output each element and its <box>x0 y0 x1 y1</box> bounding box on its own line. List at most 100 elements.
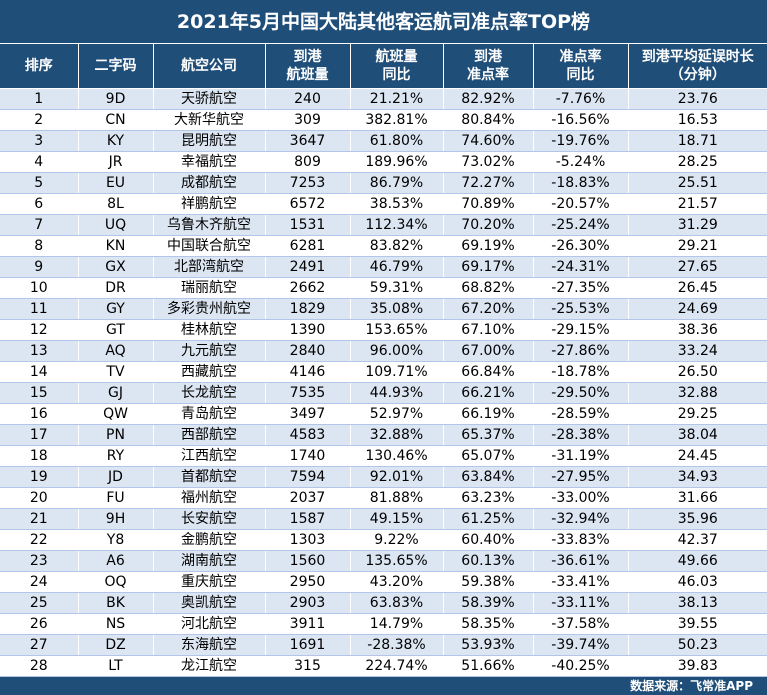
ontime-yoy-cell: -27.95% <box>533 466 629 488</box>
ontime-rate-cell: 69.19% <box>443 235 534 257</box>
arrivals-yoy-cell: 49.15% <box>350 508 444 530</box>
rank-cell: 24 <box>0 571 79 593</box>
ontime-yoy-cell: -5.24% <box>533 151 629 173</box>
code-cell: GJ <box>78 382 154 404</box>
arrivals-yoy-cell: 109.71% <box>350 361 444 383</box>
ontime-rate-cell: 68.82% <box>443 277 534 299</box>
code-cell: RY <box>78 445 154 467</box>
arrivals-yoy-cell: 135.65% <box>350 550 444 572</box>
ontime-yoy-cell: -18.83% <box>533 172 629 194</box>
airline-cell: 天骄航空 <box>153 88 266 110</box>
avg-delay-cell: 23.76 <box>628 88 767 110</box>
ontime-yoy-cell: -20.57% <box>533 193 629 215</box>
table-row: 6 8L 祥鹏航空 6572 38.53% 70.89% -20.57% 21.57 <box>0 193 767 215</box>
airline-cell: 中国联合航空 <box>153 235 266 257</box>
arrivals-cell: 309 <box>265 109 351 131</box>
table-row: 4 JR 幸福航空 809 189.96% 73.02% -5.24% 28.25 <box>0 151 767 173</box>
arrivals-yoy-cell: 35.08% <box>350 298 444 320</box>
ontime-rate-cell: 58.35% <box>443 613 534 635</box>
ontime-rate-cell: 59.38% <box>443 571 534 593</box>
avg-delay-cell: 25.51 <box>628 172 767 194</box>
ontime-rate-cell: 51.66% <box>443 655 534 677</box>
code-cell: GY <box>78 298 154 320</box>
ontime-yoy-cell: -24.31% <box>533 256 629 278</box>
table-row: 20 FU 福州航空 2037 81.88% 63.23% -33.00% 31.66 <box>0 487 767 509</box>
table-row: 23 A6 湖南航空 1560 135.65% 60.13% -36.61% 49.66 <box>0 550 767 572</box>
avg-delay-cell: 24.45 <box>628 445 767 467</box>
arrivals-cell: 6572 <box>265 193 351 215</box>
arrivals-yoy-cell: 46.79% <box>350 256 444 278</box>
avg-delay-cell: 31.66 <box>628 487 767 509</box>
airline-cell: 西部航空 <box>153 424 266 446</box>
avg-delay-cell: 18.71 <box>628 130 767 152</box>
arrivals-cell: 4146 <box>265 361 351 383</box>
ontime-yoy-cell: -28.38% <box>533 424 629 446</box>
table-row: 8 KN 中国联合航空 6281 83.82% 69.19% -26.30% 29.21 <box>0 235 767 257</box>
code-cell: KN <box>78 235 154 257</box>
arrivals-cell: 1740 <box>265 445 351 467</box>
arrivals-cell: 3497 <box>265 403 351 425</box>
rank-cell: 23 <box>0 550 79 572</box>
code-cell: Y8 <box>78 529 154 551</box>
table-row: 10 DR 瑞丽航空 2662 59.31% 68.82% -27.35% 26.45 <box>0 277 767 299</box>
airline-cell: 河北航空 <box>153 613 266 635</box>
code-cell: DZ <box>78 634 154 656</box>
ontime-rate-cell: 58.39% <box>443 592 534 614</box>
airline-cell: 九元航空 <box>153 340 266 362</box>
code-cell: PN <box>78 424 154 446</box>
arrivals-cell: 1691 <box>265 634 351 656</box>
code-cell: GX <box>78 256 154 278</box>
ontime-yoy-cell: -33.11% <box>533 592 629 614</box>
code-cell: GT <box>78 319 154 341</box>
ontime-yoy-cell: -29.15% <box>533 319 629 341</box>
avg-delay-cell: 33.24 <box>628 340 767 362</box>
arrivals-yoy-cell: 153.65% <box>350 319 444 341</box>
arrivals-yoy-cell: 61.80% <box>350 130 444 152</box>
avg-delay-cell: 46.03 <box>628 571 767 593</box>
arrivals-cell: 2903 <box>265 592 351 614</box>
ontime-yoy-cell: -33.41% <box>533 571 629 593</box>
ontime-rate-cell: 70.89% <box>443 193 534 215</box>
avg-delay-cell: 29.21 <box>628 235 767 257</box>
ontime-yoy-cell: -7.76% <box>533 88 629 110</box>
table-row: 25 BK 奥凯航空 2903 63.83% 58.39% -33.11% 38.13 <box>0 592 767 614</box>
arrivals-yoy-cell: 63.83% <box>350 592 444 614</box>
arrivals-yoy-cell: 9.22% <box>350 529 444 551</box>
airline-cell: 多彩贵州航空 <box>153 298 266 320</box>
avg-delay-cell: 38.13 <box>628 592 767 614</box>
header-ontime-yoy: 准点率 同比 <box>533 44 629 89</box>
arrivals-yoy-cell: 43.20% <box>350 571 444 593</box>
avg-delay-cell: 35.96 <box>628 508 767 530</box>
arrivals-yoy-cell: -28.38% <box>350 634 444 656</box>
code-cell: 9H <box>78 508 154 530</box>
code-cell: QW <box>78 403 154 425</box>
code-cell: OQ <box>78 571 154 593</box>
airline-cell: 龙江航空 <box>153 655 266 677</box>
ontime-rate-cell: 74.60% <box>443 130 534 152</box>
ontime-rate-cell: 67.20% <box>443 298 534 320</box>
rank-cell: 10 <box>0 277 79 299</box>
airline-cell: 福州航空 <box>153 487 266 509</box>
table-row: 22 Y8 金鹏航空 1303 9.22% 60.40% -33.83% 42.37 <box>0 529 767 551</box>
rank-cell: 12 <box>0 319 79 341</box>
airline-cell: 成都航空 <box>153 172 266 194</box>
arrivals-yoy-cell: 81.88% <box>350 487 444 509</box>
rank-cell: 5 <box>0 172 79 194</box>
table-row: 3 KY 昆明航空 3647 61.80% 74.60% -19.76% 18.71 <box>0 130 767 152</box>
avg-delay-cell: 26.50 <box>628 361 767 383</box>
table-row: 11 GY 多彩贵州航空 1829 35.08% 67.20% -25.53% 24.69 <box>0 298 767 320</box>
ontime-yoy-cell: -33.83% <box>533 529 629 551</box>
table-row: 28 LT 龙江航空 315 224.74% 51.66% -40.25% 39.83 <box>0 655 767 677</box>
ontime-yoy-cell: -25.24% <box>533 214 629 236</box>
avg-delay-cell: 42.37 <box>628 529 767 551</box>
arrivals-cell: 809 <box>265 151 351 173</box>
ontime-rate-cell: 80.84% <box>443 109 534 131</box>
ontime-rate-cell: 63.23% <box>443 487 534 509</box>
ontime-yoy-cell: -32.94% <box>533 508 629 530</box>
code-cell: FU <box>78 487 154 509</box>
ontime-rate-cell: 66.84% <box>443 361 534 383</box>
arrivals-cell: 1303 <box>265 529 351 551</box>
rank-cell: 6 <box>0 193 79 215</box>
avg-delay-cell: 39.55 <box>628 613 767 635</box>
airline-cell: 长龙航空 <box>153 382 266 404</box>
